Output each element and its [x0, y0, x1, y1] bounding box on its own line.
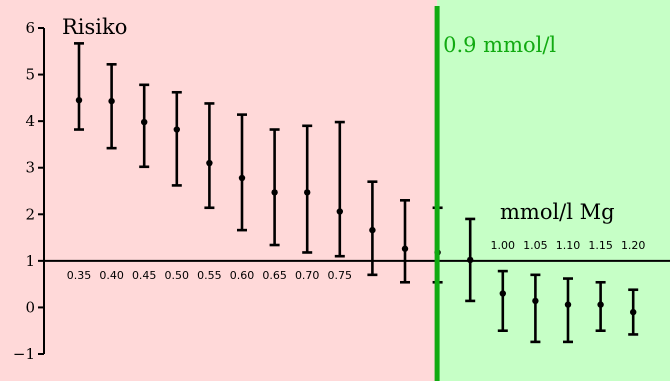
data-point-group	[465, 217, 476, 303]
data-point	[173, 126, 180, 133]
data-point	[630, 308, 637, 316]
x-category-label: 0.50	[165, 269, 190, 282]
data-point	[532, 297, 539, 305]
y-tick-label: 3	[25, 159, 35, 177]
data-point-group	[139, 83, 150, 169]
x-category-label: 1.05	[523, 239, 548, 252]
data-point-group	[595, 280, 606, 333]
threshold-label: 0.9 mmol/l	[443, 33, 556, 57]
y-tick-label: 6	[25, 19, 35, 37]
x-category-label: 1.00	[491, 239, 516, 252]
data-point-group	[334, 120, 345, 258]
y-tick-label: 1	[25, 252, 35, 270]
x-category-label: 0.40	[99, 269, 124, 282]
x-category-label: 1.15	[588, 239, 613, 252]
y-tick-label: 2	[25, 205, 35, 223]
x-category-label: 0.60	[230, 269, 255, 282]
data-point-group	[497, 269, 508, 333]
low-magnesium-region	[0, 0, 438, 381]
data-point	[369, 226, 376, 234]
data-point	[467, 256, 474, 264]
data-point	[304, 189, 311, 196]
y-tick-label: −1	[13, 345, 35, 363]
data-point	[238, 174, 246, 182]
data-point	[206, 159, 213, 167]
data-point	[499, 290, 506, 297]
high-magnesium-region	[437, 0, 670, 381]
data-point-group	[302, 124, 313, 254]
data-point	[336, 208, 343, 215]
y-tick-label: 4	[25, 112, 35, 130]
x-category-label: 0.75	[328, 269, 353, 282]
data-point-group	[106, 63, 117, 150]
data-point	[108, 97, 115, 105]
data-point	[401, 245, 409, 252]
data-point-group	[400, 199, 410, 284]
data-point	[271, 189, 278, 196]
x-axis-label: mmol/l Mg	[500, 200, 615, 224]
chart-title: Risiko	[62, 15, 127, 39]
x-category-label: 0.35	[67, 269, 92, 282]
data-point-group	[628, 288, 639, 336]
data-point-group	[530, 273, 541, 344]
data-point-group	[563, 277, 573, 344]
y-tick-label: 0	[25, 298, 35, 316]
data-point	[141, 118, 148, 126]
data-point-group	[204, 102, 215, 210]
x-category-label: 1.10	[556, 239, 581, 252]
data-point-group	[171, 90, 182, 187]
data-point	[564, 301, 572, 308]
x-category-label: 0.65	[262, 269, 287, 282]
y-tick-label: 5	[25, 66, 35, 84]
x-category-label: 1.20	[621, 239, 646, 252]
data-point	[597, 301, 604, 308]
data-point-group	[74, 42, 84, 131]
x-category-label: 0.70	[295, 269, 320, 282]
data-point-group	[237, 113, 247, 232]
x-category-label: 0.55	[197, 269, 222, 282]
x-category-label: 0.45	[132, 269, 157, 282]
data-point	[75, 96, 83, 104]
data-point-group	[269, 128, 280, 247]
data-point-group	[367, 180, 378, 277]
